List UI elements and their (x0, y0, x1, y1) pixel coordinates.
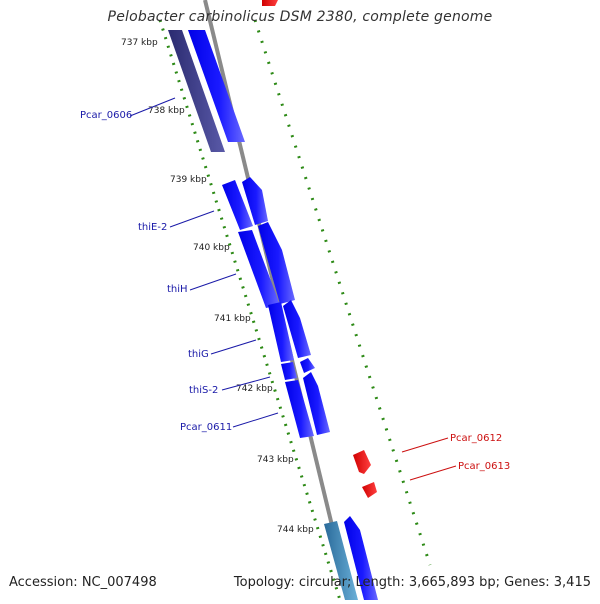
gene-thiE-2-inner[interactable] (222, 180, 253, 230)
gene-bottom-blue[interactable] (344, 516, 378, 600)
accession-text: Accession: NC_007498 (9, 575, 157, 590)
callout-line-Pcar_0612 (401, 437, 449, 453)
gene-thiG[interactable] (283, 300, 311, 358)
genome-summary-text: Topology: circular; Length: 3,665,893 bp… (233, 575, 591, 590)
callout-line-thiE-2 (169, 210, 215, 228)
gene-Pcar_0606[interactable] (188, 30, 245, 142)
ruler-label-744: 744 kbp (277, 525, 314, 535)
gene-label-thiS-2[interactable]: thiS-2 (189, 385, 218, 396)
gene-Pcar_0612[interactable] (353, 450, 371, 474)
gene-bottom-steel[interactable] (324, 521, 358, 600)
gene-Pcar_0606-inner[interactable] (168, 30, 225, 152)
callout-line-Pcar_0613 (409, 465, 457, 481)
ruler-inner-line (158, 19, 342, 601)
gene-Pcar_0613[interactable] (362, 482, 377, 498)
map-title: Pelobacter carbinolicus DSM 2380, comple… (107, 9, 493, 25)
ruler-label-741: 741 kbp (214, 314, 251, 324)
ruler-outer-line (253, 19, 432, 566)
ruler-label-743: 743 kbp (257, 455, 294, 465)
callout-line-Pcar_0606 (129, 97, 176, 117)
ruler-label-739: 739 kbp (170, 175, 207, 185)
ruler-label-740: 740 kbp (193, 243, 230, 253)
gene-thiH[interactable] (258, 222, 295, 304)
gene-label-Pcar_0606[interactable]: Pcar_0606 (80, 110, 132, 121)
gene-top-red[interactable] (262, 0, 278, 6)
gene-thiS-2[interactable] (300, 358, 315, 373)
callout-line-thiH (189, 273, 237, 291)
callout-line-thiS-2 (221, 376, 271, 391)
gene-Pcar_0611[interactable] (303, 372, 330, 435)
ruler-label-737: 737 kbp (121, 38, 158, 48)
gene-thiS-2-inner[interactable] (281, 362, 297, 380)
gene-thiE-2[interactable] (242, 177, 268, 225)
gene-label-Pcar_0613[interactable]: Pcar_0613 (458, 461, 510, 472)
gene-label-Pcar_0611[interactable]: Pcar_0611 (180, 422, 232, 433)
gene-thiG-inner[interactable] (268, 302, 294, 362)
ruler-label-742: 742 kbp (236, 384, 273, 394)
gene-label-thiE-2[interactable]: thiE-2 (138, 222, 167, 233)
gene-Pcar_0611-inner[interactable] (285, 380, 314, 438)
gene-label-Pcar_0612[interactable]: Pcar_0612 (450, 433, 502, 444)
ruler-label-738: 738 kbp (148, 106, 185, 116)
callout-line-Pcar_0611 (232, 412, 279, 428)
callout-line-thiG (210, 339, 257, 355)
gene-label-thiG[interactable]: thiG (188, 349, 209, 360)
gene-thiH-inner[interactable] (238, 230, 280, 308)
gene-label-thiH[interactable]: thiH (167, 284, 188, 295)
